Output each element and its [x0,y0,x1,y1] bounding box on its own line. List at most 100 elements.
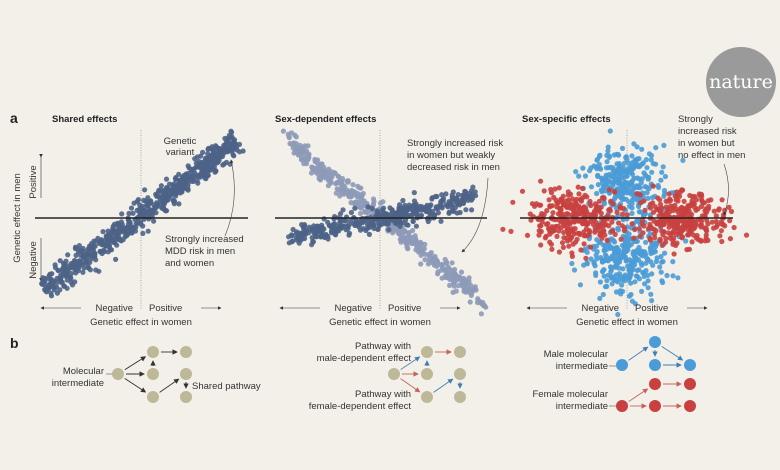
variant-point [623,249,629,255]
variant-point [287,140,293,147]
variant-point [683,238,689,244]
variant-point [439,262,445,268]
variant-point [658,177,664,183]
variant-point [598,210,604,216]
nature-logo: nature [706,47,776,117]
variant-point [637,209,643,215]
variant-point [427,251,433,257]
variant-point [619,282,625,288]
variant-point [280,128,286,134]
variant-point [661,187,668,194]
variant-point [617,170,623,176]
variant-point [439,192,445,198]
y-axis: Genetic effect in men Positive Negative [12,154,43,282]
variant-point [607,208,613,214]
molecule-node [616,359,628,371]
variant-point [610,165,616,171]
variant-point [631,235,637,241]
variant-point [661,142,667,148]
variant-point [602,232,608,238]
pathway-arrow [628,346,649,361]
molecule-node [454,391,466,403]
variant-point [128,205,135,211]
x-axis-title: Genetic effect in women [576,317,678,328]
variant-point [68,270,74,277]
variant-point [435,271,441,277]
variant-point [337,193,343,199]
variant-point [626,183,632,189]
variant-point [606,242,612,248]
variant-point [321,216,327,222]
variant-point [727,236,734,242]
variant-point [58,274,64,281]
variant-point [443,191,449,197]
variant-point [83,260,90,266]
variant-point [628,291,634,298]
variant-point [529,201,536,207]
plot-title-shared: Shared effects [52,114,117,125]
variant-point [466,289,472,295]
variant-point [194,154,200,160]
variant-point [443,202,449,208]
variant-point [604,159,610,165]
variant-point [602,284,609,290]
variant-point [301,160,307,167]
x-axis: Negative Positive Genetic effect in women [40,303,222,328]
variant-point [549,229,555,235]
variant-point [681,198,687,204]
variant-point [624,189,630,196]
variant-point [648,157,654,163]
variant-point [547,239,553,245]
variant-point [642,207,648,213]
variant-point [728,208,735,215]
variant-point [627,203,633,209]
variant-point [323,233,329,239]
variant-point [163,176,170,182]
variant-point [285,131,291,137]
variant-point [616,247,622,253]
variant-point [649,298,655,304]
variant-point [39,281,45,287]
variant-point [652,242,658,248]
variant-point [663,212,669,218]
variant-point [172,176,179,182]
pathway-sex-dependent: Pathway with male-dependent effect Pathw… [309,341,466,412]
variant-point [475,296,481,302]
variant-point [581,220,587,227]
pathway-label: intermediate [556,361,608,372]
annotation-shared: Genetic variant Strongly increased MDD r… [164,136,244,269]
variant-point [524,232,531,238]
variant-point [389,207,395,213]
variant-point [713,213,719,219]
variant-point [592,212,599,218]
variant-point [356,193,362,199]
variant-point [591,261,597,267]
variant-point [573,169,579,175]
variant-point [629,178,636,184]
variant-point [663,235,669,241]
variant-point [566,243,572,249]
variant-point [455,283,461,289]
variant-point [72,279,78,285]
variant-point [314,234,320,240]
x-positive-label: Positive [149,303,182,314]
logo-text: nature [709,71,773,93]
variant-point [554,233,560,239]
variant-point [294,237,300,243]
variant-point [176,201,182,207]
variant-point [581,241,587,247]
variant-point [608,275,614,281]
variant-point [185,187,191,193]
pathway-label: intermediate [52,378,104,389]
variant-point [627,273,633,279]
variant-point [146,200,152,206]
variant-point [48,290,54,296]
variant-point [605,148,611,154]
variant-point [168,187,174,193]
variant-point [617,273,623,279]
variant-point [588,165,594,171]
variant-point [465,280,471,286]
variant-point [181,179,187,185]
variant-point [575,184,581,190]
variant-point [619,145,626,151]
